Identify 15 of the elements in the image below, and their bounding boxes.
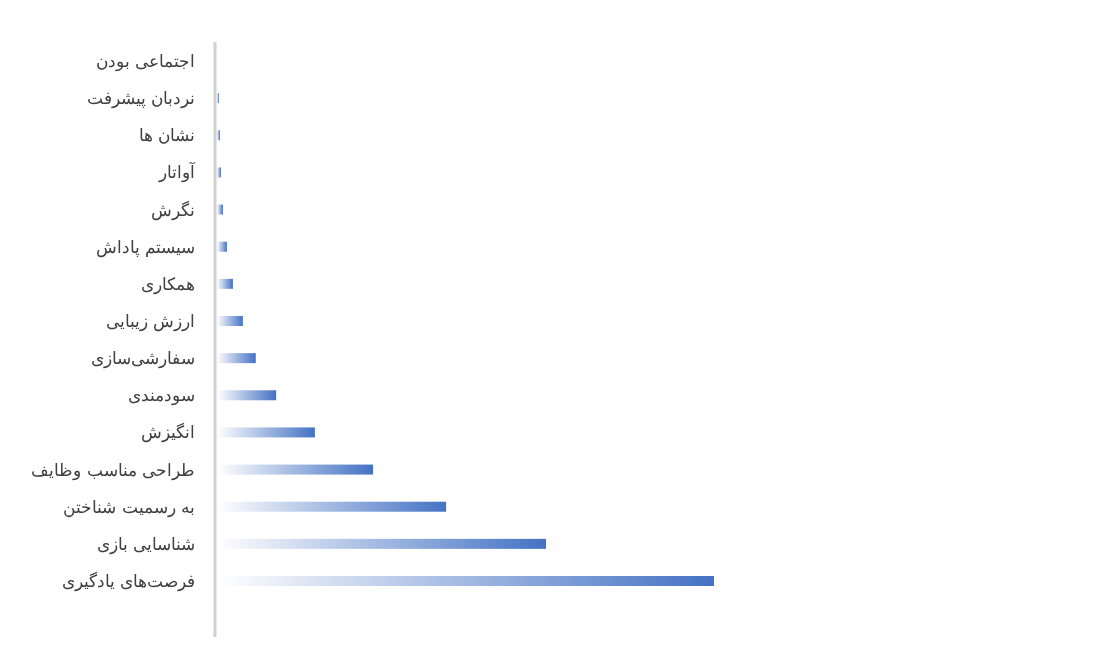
y-tick-label: سیستم پاداش bbox=[95, 236, 195, 258]
y-tick-label: به رسمیت شناختن bbox=[63, 496, 195, 518]
y-tick-label: سودمندی bbox=[128, 385, 195, 407]
y-tick-label: اجتماعی بودن bbox=[95, 51, 195, 72]
y-tick-label: انگیزش bbox=[141, 422, 195, 444]
y-tick-label: آواتار bbox=[158, 161, 196, 184]
y-tick-label: همکاری bbox=[141, 273, 195, 295]
y-tick-label: شناسایی بازی bbox=[96, 533, 195, 555]
y-tick-label: نردبان پیشرفت bbox=[86, 88, 195, 110]
y-tick-label: فرصت‌های یادگیری bbox=[61, 571, 195, 592]
y-tick-label: نشان ها bbox=[138, 125, 195, 146]
y-tick-label: نگرش bbox=[151, 199, 195, 221]
y-tick-label: طراحی مناسب وظایف bbox=[31, 459, 195, 481]
y-tick-label: سفارشی‌سازی bbox=[91, 348, 195, 370]
y-tick-label: ارزش زیبایی bbox=[105, 311, 195, 332]
